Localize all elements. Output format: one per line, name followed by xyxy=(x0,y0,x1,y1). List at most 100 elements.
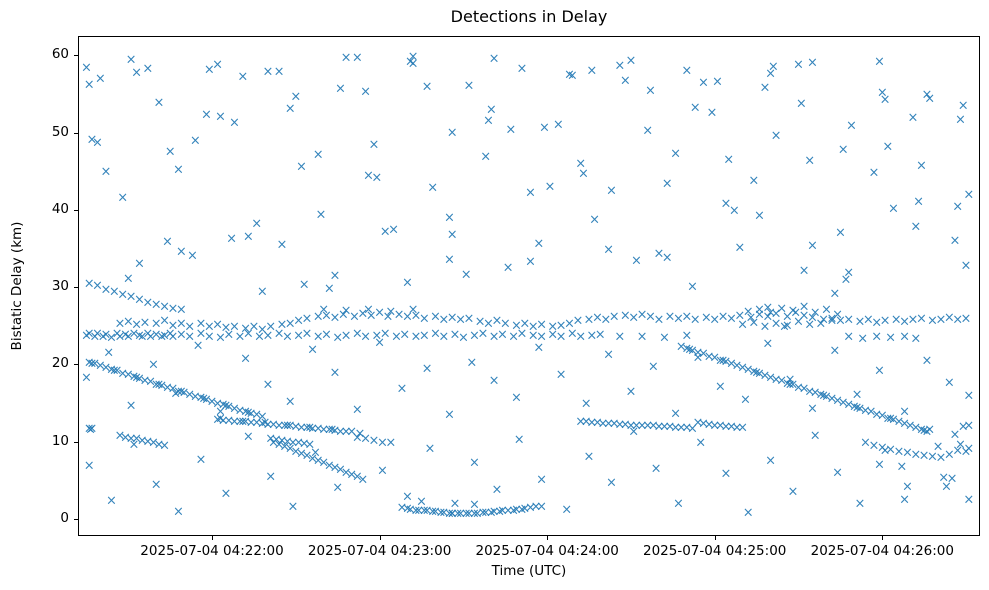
data-point: × xyxy=(360,431,372,447)
data-point: × xyxy=(167,329,179,345)
data-point: × xyxy=(614,329,626,345)
data-point: × xyxy=(734,308,746,324)
data-point: × xyxy=(899,416,911,432)
data-point: × xyxy=(963,187,975,203)
data-point: × xyxy=(159,313,171,329)
data-point: × xyxy=(276,317,288,333)
data-point: × xyxy=(915,311,927,327)
data-point: × xyxy=(918,448,930,464)
data-point: × xyxy=(882,411,894,426)
data-point: × xyxy=(175,244,187,260)
data-point: × xyxy=(720,196,732,212)
data-point: × xyxy=(921,424,933,440)
data-point: × xyxy=(245,406,257,422)
data-point: × xyxy=(580,414,592,430)
data-point: × xyxy=(946,471,958,487)
data-point: × xyxy=(206,394,218,409)
data-point: × xyxy=(603,416,615,432)
data-point: × xyxy=(910,447,922,463)
data-point: × xyxy=(921,353,933,369)
data-point: × xyxy=(670,420,682,436)
data-point: × xyxy=(404,54,416,69)
data-point: × xyxy=(265,431,277,447)
y-tick-label: 30 xyxy=(51,278,69,295)
data-point: × xyxy=(759,368,771,384)
data-point: × xyxy=(427,180,439,196)
data-point: × xyxy=(161,380,173,396)
data-point: × xyxy=(262,417,274,433)
data-point: × xyxy=(658,330,670,346)
data-point: × xyxy=(698,75,709,91)
data-point: × xyxy=(142,61,154,76)
data-point: × xyxy=(83,276,95,292)
data-point: × xyxy=(92,278,103,294)
data-point: × xyxy=(332,480,344,496)
data-point: × xyxy=(156,329,168,345)
data-point: × xyxy=(346,467,358,483)
data-point: × xyxy=(281,418,293,433)
data-point: × xyxy=(340,328,352,344)
data-point: × xyxy=(351,50,363,66)
chart-title: Detections in Delay xyxy=(450,7,608,26)
data-point: × xyxy=(907,110,919,126)
data-point: × xyxy=(728,203,740,219)
data-point: × xyxy=(765,66,777,82)
data-point: × xyxy=(963,388,975,404)
data-point: × xyxy=(284,441,296,457)
data-point: × xyxy=(251,216,263,232)
data-point: × xyxy=(519,501,531,517)
data-point: × xyxy=(910,420,922,436)
y-tick-mark xyxy=(74,287,78,289)
data-point: × xyxy=(92,135,103,151)
data-point: × xyxy=(122,367,134,383)
data-point: × xyxy=(337,307,349,323)
data-point: × xyxy=(164,326,176,342)
data-point: × xyxy=(404,502,416,518)
data-point: × xyxy=(603,242,615,258)
data-point: × xyxy=(935,450,947,466)
data-point: × xyxy=(276,433,288,449)
data-point: × xyxy=(480,149,492,165)
data-point: × xyxy=(265,469,277,484)
data-point: × xyxy=(527,328,539,344)
data-point: × xyxy=(446,506,458,522)
data-point: × xyxy=(530,499,542,515)
data-point: × xyxy=(142,295,154,311)
data-point: × xyxy=(524,254,536,270)
data-point: × xyxy=(455,506,467,522)
data-point: × xyxy=(114,316,126,331)
data-point: × xyxy=(382,309,394,324)
data-point: × xyxy=(443,210,455,226)
data-point: × xyxy=(178,385,190,401)
data-point: × xyxy=(555,318,567,334)
data-point: × xyxy=(899,404,911,420)
data-point: × xyxy=(201,392,212,408)
data-point: × xyxy=(418,311,430,327)
data-point: × xyxy=(175,302,187,318)
data-point: × xyxy=(351,326,363,342)
data-point: × xyxy=(293,435,305,451)
data-point: × xyxy=(594,327,606,343)
data-point: × xyxy=(128,326,140,341)
data-point: × xyxy=(385,435,397,451)
data-point: × xyxy=(195,316,207,332)
data-point: × xyxy=(332,330,344,346)
data-point: × xyxy=(564,316,575,331)
data-point: × xyxy=(301,448,313,464)
data-point: × xyxy=(150,477,162,493)
data-point: × xyxy=(625,384,637,399)
data-point: × xyxy=(686,421,698,437)
data-point: × xyxy=(287,435,299,450)
data-point: × xyxy=(374,305,386,321)
data-point: × xyxy=(820,389,832,405)
data-point: × xyxy=(329,310,341,326)
data-point: × xyxy=(145,329,157,345)
data-point: × xyxy=(402,275,413,290)
data-point: × xyxy=(335,462,346,478)
data-point: × xyxy=(809,305,821,321)
data-point: × xyxy=(943,375,955,391)
data-point: × xyxy=(614,58,626,74)
data-point: × xyxy=(240,414,252,430)
data-point: × xyxy=(739,392,751,408)
data-point: × xyxy=(329,268,341,284)
